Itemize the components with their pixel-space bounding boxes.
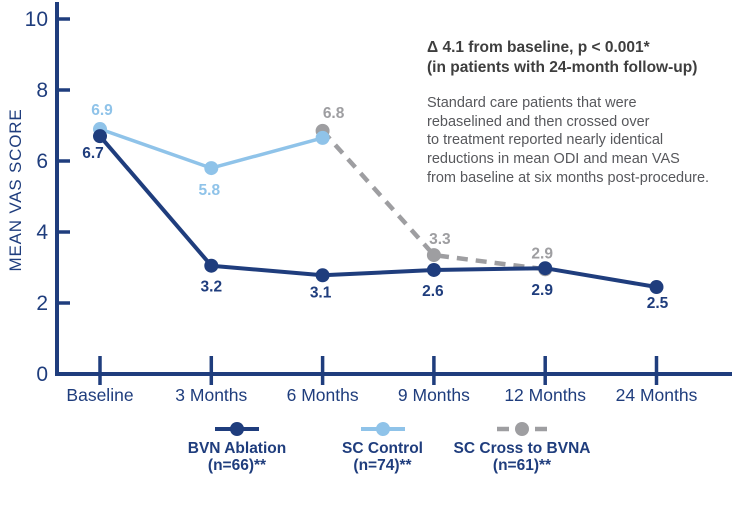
- data-point-bvn-ablation: [204, 258, 219, 273]
- annotation-note-line: reductions in mean ODI and mean VAS: [427, 151, 680, 168]
- data-label-sc-cross-to-bvna: 3.3: [429, 231, 451, 248]
- legend-label: SC Control: [342, 440, 423, 457]
- legend-marker-solid-lightblue-icon: [360, 422, 405, 436]
- annotation-note-line: to treatment reported nearly identical: [427, 132, 664, 149]
- series-line-bvn-ablation: [98, 134, 657, 289]
- x-tick-label: Baseline: [66, 385, 133, 405]
- data-point-bvn-ablation: [538, 261, 553, 276]
- data-label-bvn-ablation: 2.5: [647, 295, 669, 312]
- annotation-note-line: rebaselined and then crossed over: [427, 113, 650, 130]
- data-label-sc-control: 5.8: [199, 182, 221, 199]
- data-label-bvn-ablation: 6.7: [82, 145, 104, 162]
- y-tick-label: 8: [36, 79, 48, 102]
- legend-sublabel: (n=74)**: [353, 457, 412, 474]
- data-label-sc-control: 6.9: [91, 102, 113, 119]
- y-tick-label: 10: [25, 8, 48, 31]
- y-tick-label: 2: [36, 292, 48, 315]
- data-point-bvn-ablation: [93, 129, 107, 144]
- data-point-bvn-ablation: [426, 262, 441, 277]
- annotation-note: Standard care patients that were rebasel…: [427, 94, 709, 188]
- data-point-sc-control: [315, 130, 330, 145]
- legend-item-bvn-ablation: BVN Ablation (n=66)**: [157, 421, 317, 474]
- legend-marker-dashed-gray-icon: [497, 422, 547, 436]
- data-label-bvn-ablation: 2.6: [422, 283, 444, 300]
- annotation: Δ 4.1 from baseline, p < 0.001* (in pati…: [427, 38, 709, 188]
- y-tick-label: 4: [36, 221, 48, 244]
- annotation-note-line: from baseline at six months post-procedu…: [427, 169, 710, 186]
- data-point-sc-control: [204, 161, 219, 176]
- data-label-sc-cross-to-bvna: 2.9: [531, 245, 553, 262]
- y-tick-label: 0: [36, 363, 48, 386]
- legend-sublabel: (n=61)**: [492, 457, 552, 474]
- data-point-bvn-ablation: [649, 280, 664, 295]
- x-tick-label: 6 Months: [287, 385, 359, 405]
- x-tick-label: 9 Months: [398, 385, 470, 405]
- legend-sublabel: (n=66)**: [207, 457, 267, 474]
- data-point-sc-cross-to-bvna: [426, 248, 441, 263]
- x-tick-label: 24 Months: [616, 385, 698, 405]
- data-label-bvn-ablation: 2.9: [531, 282, 553, 299]
- data-point-bvn-ablation: [315, 268, 330, 283]
- y-axis-title: MEAN VAS SCORE: [6, 109, 25, 272]
- annotation-stat-line: (in patients with 24-month follow-up): [427, 59, 698, 76]
- data-label-bvn-ablation: 3.1: [310, 284, 332, 301]
- legend-label: SC Cross to BVNA: [453, 440, 591, 457]
- y-tick-label: 6: [36, 150, 48, 173]
- legend-item-sc-control: SC Control (n=74)**: [320, 421, 445, 474]
- legend-marker-solid-navy-icon: [215, 422, 259, 436]
- data-label-bvn-ablation: 3.2: [201, 279, 223, 296]
- legend: BVN Ablation (n=66)** SC Control (n=74)*…: [0, 421, 732, 496]
- annotation-note-line: Standard care patients that were: [427, 95, 637, 111]
- data-label-sc-cross-to-bvna: 6.8: [323, 105, 345, 122]
- x-tick-label: 3 Months: [175, 385, 247, 405]
- legend-label: BVN Ablation: [187, 440, 287, 457]
- legend-item-sc-cross-to-bvna: SC Cross to BVNA (n=61)**: [437, 421, 607, 474]
- annotation-stat: Δ 4.1 from baseline, p < 0.001* (in pati…: [427, 38, 709, 78]
- annotation-stat-line: Δ 4.1 from baseline, p < 0.001*: [427, 39, 650, 56]
- x-tick-label: 12 Months: [504, 385, 586, 405]
- mean-vas-line-chart: 0 2 4 6 8 10 Baseline 3 Months 6 Months 9 Months 1…: [6, 2, 732, 405]
